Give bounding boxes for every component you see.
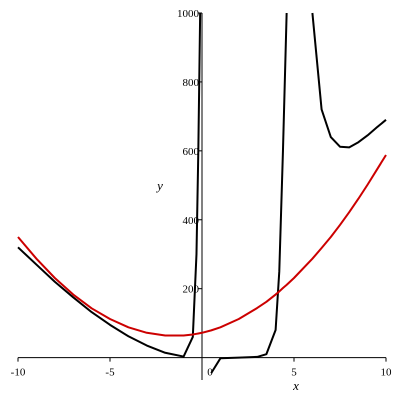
x-tick-label: 0 — [207, 367, 213, 379]
x-tick-label: 5 — [291, 367, 297, 379]
x-tick-label: -5 — [105, 367, 115, 379]
axes-layer — [17, 12, 387, 380]
y-tick-label: 400 — [183, 215, 200, 227]
series-layer — [17, 12, 387, 374]
x-tick-label: 10 — [381, 367, 393, 379]
y-tick-label: 600 — [183, 146, 200, 158]
y-tick-label: 800 — [183, 77, 200, 89]
x-tick-label: -10 — [11, 367, 26, 379]
y-axis-label: y — [155, 178, 163, 193]
label-layer: x y -10 -5 0 5 10 200 400 600 800 1000 — [11, 8, 392, 393]
y-tick-label: 200 — [183, 284, 200, 296]
y-tick-label: 1000 — [177, 8, 200, 20]
curve — [17, 12, 387, 374]
curve — [17, 154, 387, 337]
x-axis-label: x — [292, 378, 299, 393]
